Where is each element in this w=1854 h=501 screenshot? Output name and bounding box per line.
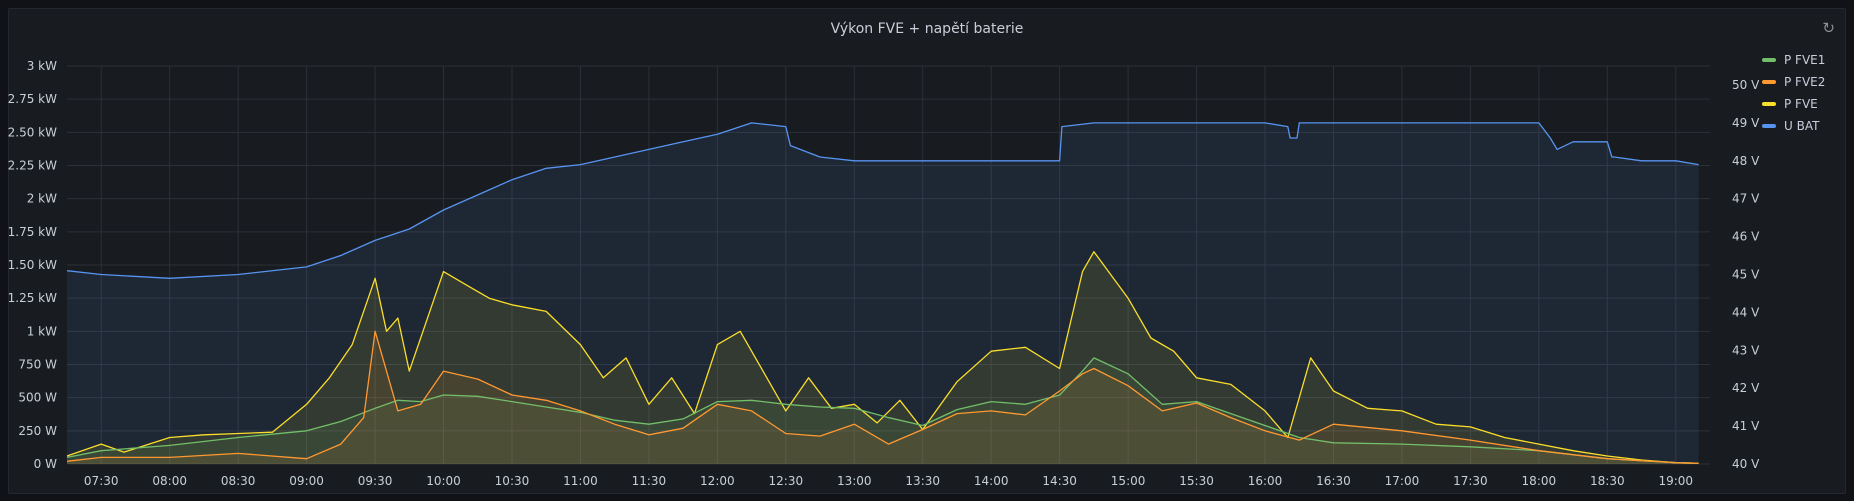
y-left-tick-label: 1.25 kW: [8, 291, 57, 305]
y-right-tick-label: 45 V: [1732, 267, 1760, 281]
x-tick-label: 14:00: [974, 474, 1009, 488]
x-tick-label: 09:00: [289, 474, 324, 488]
x-tick-label: 10:00: [426, 474, 461, 488]
y-right-tick-label: 44 V: [1732, 305, 1760, 319]
x-tick-label: 12:30: [769, 474, 804, 488]
y-left-tick-label: 2.75 kW: [8, 92, 57, 106]
y-right-tick-label: 47 V: [1732, 192, 1760, 206]
refresh-icon[interactable]: ↻: [1822, 19, 1835, 37]
y-left-tick-label: 2.50 kW: [8, 125, 57, 139]
legend-label-p-fve2: P FVE2: [1784, 75, 1826, 89]
y-left-tick-label: 1.75 kW: [8, 225, 57, 239]
y-right-tick-label: 46 V: [1732, 230, 1760, 244]
x-tick-label: 13:30: [905, 474, 940, 488]
x-tick-label: 16:30: [1316, 474, 1351, 488]
x-tick-label: 11:00: [563, 474, 598, 488]
panel-title[interactable]: Výkon FVE + napětí baterie: [830, 21, 1024, 37]
legend-swatch-p-fve: [1762, 102, 1776, 106]
y-right-tick-label: 50 V: [1732, 78, 1760, 92]
chart-panel: Výkon FVE + napětí baterie ↻: [8, 8, 1846, 494]
y-left-tick-label: 2.25 kW: [8, 159, 57, 173]
y-left-tick-label: 1.50 kW: [8, 258, 57, 272]
chart-axes: 0 W 250 W 500 W 750 W 1 kW 1.25 kW 1.50 kW 1.75…: [8, 59, 1760, 488]
series-lines: [66, 122, 1699, 464]
legend-swatch-u-bat: [1762, 124, 1776, 128]
y-left-tick-label: 500 W: [18, 391, 57, 405]
y-left-tick-label: 750 W: [18, 358, 57, 372]
x-tick-label: 16:00: [1248, 474, 1283, 488]
x-tick-label: 13:00: [837, 474, 872, 488]
legend-label-p-fve1: P FVE1: [1784, 53, 1826, 67]
x-tick-label: 19:00: [1658, 474, 1693, 488]
series-areas: [67, 122, 1699, 465]
legend-swatch-p-fve2: [1762, 80, 1776, 84]
series-line-p-fve2[interactable]: [66, 330, 1699, 464]
legend-item-u-bat[interactable]: U BAT: [1762, 115, 1825, 137]
y-right-tick-label: 41 V: [1732, 419, 1760, 433]
x-tick-label: 15:00: [1111, 474, 1146, 488]
y-right-tick-label: 42 V: [1732, 381, 1760, 395]
legend-label-u-bat: U BAT: [1784, 119, 1820, 133]
series-line-u-bat[interactable]: [66, 122, 1699, 279]
series-area-p-fve: [67, 251, 1699, 464]
y-left-tick-label: 3 kW: [27, 59, 57, 73]
y-right-tick-label: 43 V: [1732, 343, 1760, 357]
series-line-p-fve[interactable]: [66, 251, 1699, 464]
y-left-tick-label: 0 W: [34, 457, 57, 471]
y-right-tick-label: 49 V: [1732, 116, 1760, 130]
x-tick-label: 17:00: [1385, 474, 1420, 488]
x-tick-label: 10:30: [495, 474, 530, 488]
y-right-tick-label: 48 V: [1732, 154, 1760, 168]
y-right-tick-label: 40 V: [1732, 457, 1760, 471]
x-tick-label: 18:00: [1522, 474, 1557, 488]
x-tick-label: 14:30: [1042, 474, 1077, 488]
x-tick-label: 18:30: [1590, 474, 1625, 488]
legend-item-p-fve[interactable]: P FVE: [1762, 93, 1825, 115]
x-tick-label: 15:30: [1179, 474, 1214, 488]
legend-swatch-p-fve1: [1762, 58, 1776, 62]
legend-label-p-fve: P FVE: [1784, 97, 1818, 111]
y-left-tick-label: 250 W: [18, 424, 57, 438]
x-tick-label: 08:30: [221, 474, 256, 488]
x-tick-label: 17:30: [1453, 474, 1488, 488]
legend-item-p-fve1[interactable]: P FVE1: [1762, 49, 1825, 71]
x-tick-label: 11:30: [632, 474, 667, 488]
x-tick-label: 08:00: [152, 474, 187, 488]
y-left-tick-label: 1 kW: [27, 324, 57, 338]
y-left-tick-label: 2 kW: [27, 192, 57, 206]
legend-item-p-fve2[interactable]: P FVE2: [1762, 71, 1825, 93]
series-area-p-fve2: [67, 331, 1699, 464]
x-tick-label: 07:30: [84, 474, 119, 488]
series-line-p-fve1[interactable]: [66, 357, 1699, 464]
x-tick-label: 12:00: [700, 474, 735, 488]
chart-grid: [67, 65, 1710, 465]
legend: P FVE1 P FVE2 P FVE U BAT: [1762, 49, 1825, 137]
x-tick-label: 09:30: [358, 474, 393, 488]
